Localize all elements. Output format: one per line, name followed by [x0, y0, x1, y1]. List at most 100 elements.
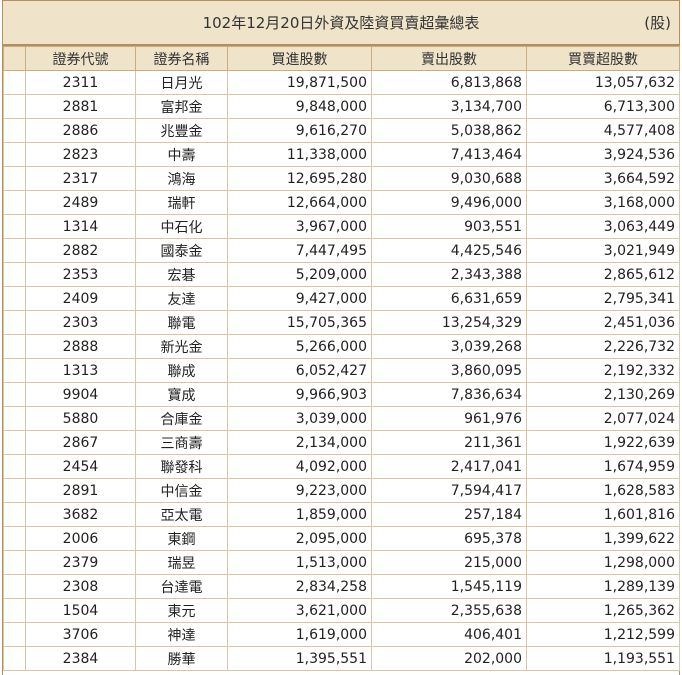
sell-shares-cell: 2,343,388 [371, 262, 527, 287]
buy-shares-cell: 19,871,500 [227, 70, 372, 95]
security-name-cell: 聯成 [135, 358, 228, 383]
sell-shares-cell: 6,631,659 [371, 286, 527, 311]
net-shares-cell: 13,057,632 [526, 70, 680, 95]
security-code-cell: 2353 [25, 262, 136, 287]
row-gutter [3, 622, 26, 647]
sell-shares-cell: 3,039,268 [371, 334, 527, 359]
buy-shares-cell: 11,338,000 [227, 142, 372, 167]
buy-shares-cell: 5,209,000 [227, 262, 372, 287]
net-shares-cell: 2,192,332 [526, 358, 680, 383]
security-name-cell: 聯發科 [135, 454, 228, 479]
row-gutter [3, 358, 26, 383]
security-name-cell: 亞太電 [135, 502, 228, 527]
sell-shares-cell: 9,030,688 [371, 166, 527, 191]
buy-shares-cell: 9,616,270 [227, 118, 372, 143]
security-name-cell: 中信金 [135, 478, 228, 503]
security-name-cell: 日月光 [135, 70, 228, 95]
buy-shares-cell: 12,695,280 [227, 166, 372, 191]
security-code-cell: 3682 [25, 502, 136, 527]
table-row: 2888 新光金 5,266,000 3,039,268 2,226,732 [3, 334, 680, 359]
sell-shares-cell: 7,836,634 [371, 382, 527, 407]
row-gutter [3, 238, 26, 263]
security-code-cell: 2891 [25, 478, 136, 503]
table-row: 2891 中信金 9,223,000 7,594,417 1,628,583 [3, 478, 680, 503]
net-shares-cell: 3,924,536 [526, 142, 680, 167]
buy-shares-cell: 2,834,258 [227, 574, 372, 599]
net-shares-cell: 2,451,036 [526, 310, 680, 335]
table-row: 2353 宏碁 5,209,000 2,343,388 2,865,612 [3, 262, 680, 287]
security-code-cell: 3706 [25, 622, 136, 647]
table-header-row: 證券代號 證券名稱 買進股數 賣出股數 買賣超股數 [3, 46, 680, 71]
row-gutter [3, 166, 26, 191]
security-name-cell: 瑞昱 [135, 550, 228, 575]
net-shares-cell: 4,577,408 [526, 118, 680, 143]
table-row: 1504 東元 3,621,000 2,355,638 1,265,362 [3, 598, 680, 623]
sell-shares-cell: 406,401 [371, 622, 527, 647]
security-code-cell: 2311 [25, 70, 136, 95]
net-shares-cell: 3,168,000 [526, 190, 680, 215]
row-gutter [3, 406, 26, 431]
sell-shares-cell: 6,813,868 [371, 70, 527, 95]
security-code-cell: 2409 [25, 286, 136, 311]
column-header-sell[interactable]: 賣出股數 [371, 46, 527, 71]
security-code-cell: 2317 [25, 166, 136, 191]
security-code-cell: 2881 [25, 94, 136, 119]
sell-shares-cell: 1,545,119 [371, 574, 527, 599]
security-name-cell: 合庫金 [135, 406, 228, 431]
buy-shares-cell: 7,447,495 [227, 238, 372, 263]
table-row: 3706 神達 1,619,000 406,401 1,212,599 [3, 622, 680, 647]
sell-shares-cell: 257,184 [371, 502, 527, 527]
sell-shares-cell: 3,860,095 [371, 358, 527, 383]
security-name-cell: 台達電 [135, 574, 228, 599]
security-name-cell: 中石化 [135, 214, 228, 239]
table-row: 2303 聯電 15,705,365 13,254,329 2,451,036 [3, 310, 680, 335]
security-code-cell: 5880 [25, 406, 136, 431]
table-row: 9904 寶成 9,966,903 7,836,634 2,130,269 [3, 382, 680, 407]
sell-shares-cell: 4,425,546 [371, 238, 527, 263]
report-title: 102年12月20日外資及陸資買賣超彙總表 [202, 14, 480, 32]
row-gutter [3, 430, 26, 455]
table-body: 2311 日月光 19,871,500 6,813,868 13,057,632 2881… [3, 70, 680, 671]
table-row: 1313 聯成 6,052,427 3,860,095 2,192,332 [3, 358, 680, 383]
table-row: 2311 日月光 19,871,500 6,813,868 13,057,632 [3, 70, 680, 95]
security-name-cell: 中壽 [135, 142, 228, 167]
security-name-cell: 兆豐金 [135, 118, 228, 143]
row-gutter [3, 286, 26, 311]
security-code-cell: 2379 [25, 550, 136, 575]
security-name-cell: 宏碁 [135, 262, 228, 287]
row-gutter [3, 478, 26, 503]
table-row: 5880 合庫金 3,039,000 961,976 2,077,024 [3, 406, 680, 431]
security-code-cell: 1504 [25, 598, 136, 623]
row-gutter [3, 574, 26, 599]
row-gutter [3, 310, 26, 335]
table-row: 2881 富邦金 9,848,000 3,134,700 6,713,300 [3, 94, 680, 119]
buy-shares-cell: 1,513,000 [227, 550, 372, 575]
security-name-cell: 三商壽 [135, 430, 228, 455]
column-header-code[interactable]: 證券代號 [25, 46, 136, 71]
row-gutter [3, 526, 26, 551]
table-row: 2823 中壽 11,338,000 7,413,464 3,924,536 [3, 142, 680, 167]
security-name-cell: 東元 [135, 598, 228, 623]
net-shares-cell: 1,265,362 [526, 598, 680, 623]
buy-shares-cell: 9,223,000 [227, 478, 372, 503]
sell-shares-cell: 961,976 [371, 406, 527, 431]
security-code-cell: 2308 [25, 574, 136, 599]
security-name-cell: 新光金 [135, 334, 228, 359]
net-shares-cell: 1,193,551 [526, 646, 680, 671]
security-code-cell: 2882 [25, 238, 136, 263]
row-gutter [3, 454, 26, 479]
buy-shares-cell: 4,092,000 [227, 454, 372, 479]
table-row: 2379 瑞昱 1,513,000 215,000 1,298,000 [3, 550, 680, 575]
row-gutter [3, 118, 26, 143]
row-gutter [3, 502, 26, 527]
column-header-buy[interactable]: 買進股數 [227, 46, 372, 71]
security-name-cell: 聯電 [135, 310, 228, 335]
net-buy-table: 證券代號 證券名稱 買進股數 賣出股數 買賣超股數 2311 日月光 19,871,… [3, 46, 680, 671]
column-header-name[interactable]: 證券名稱 [135, 46, 228, 71]
row-gutter [3, 382, 26, 407]
column-header-net[interactable]: 買賣超股數 [526, 46, 680, 71]
security-code-cell: 1314 [25, 214, 136, 239]
net-shares-cell: 3,021,949 [526, 238, 680, 263]
buy-shares-cell: 5,266,000 [227, 334, 372, 359]
security-code-cell: 2006 [25, 526, 136, 551]
